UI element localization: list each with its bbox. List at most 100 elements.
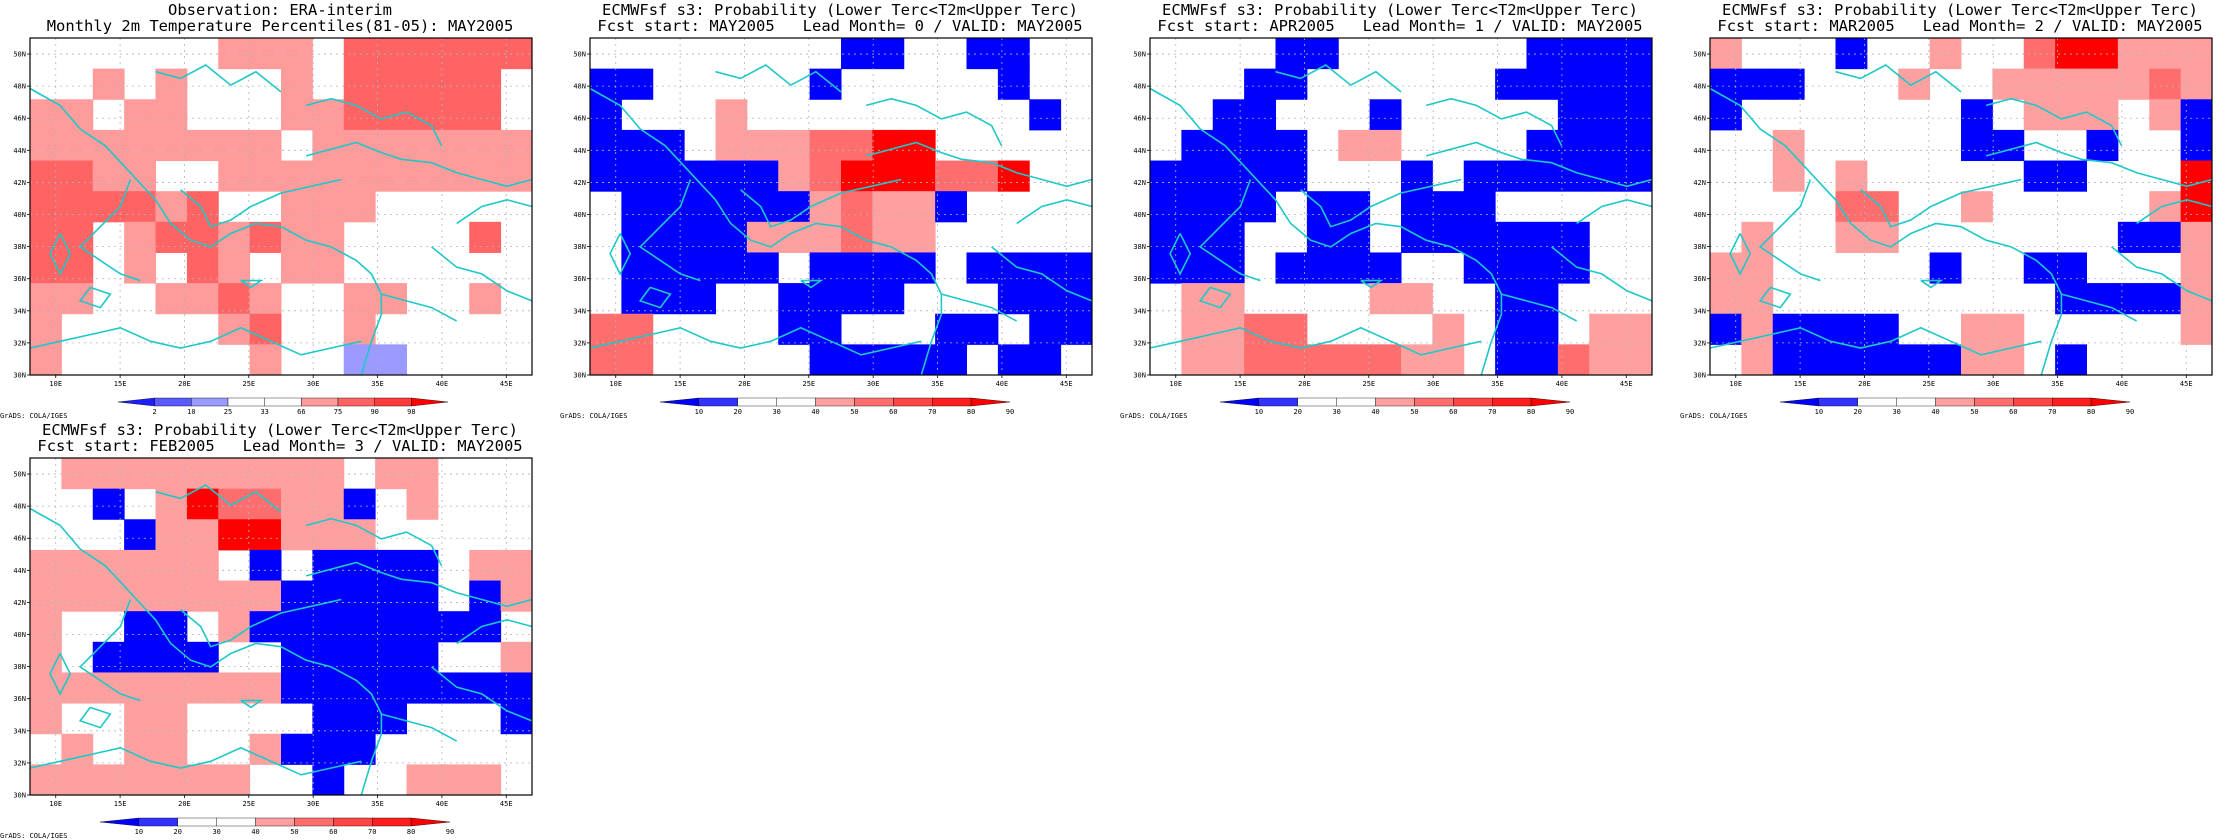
grid-cell <box>1275 313 1308 345</box>
grid-cell <box>935 344 967 376</box>
grid-cell <box>715 129 748 162</box>
axis-labels: 10E 15E 20E 25E 30E 35E 40E 45E 30N 32N 34N 36N 38N 4… <box>13 471 512 808</box>
coastline <box>1149 326 1482 356</box>
grid-cell <box>92 764 125 796</box>
grid-cell <box>30 764 62 796</box>
grid-cell <box>343 313 376 345</box>
grid-cell <box>1432 221 1465 253</box>
grid-cell <box>500 641 533 673</box>
grid-cell <box>343 703 376 735</box>
grid-cell <box>218 519 251 551</box>
grid-cell <box>469 549 502 582</box>
grid-cell <box>375 641 407 673</box>
grads-credit: GrADS: COLA/IGES <box>560 412 628 420</box>
grid-cell <box>343 283 376 315</box>
colorbar-label: 10 <box>187 408 195 416</box>
grid-cell <box>375 611 407 643</box>
colorbar-segment <box>337 397 375 407</box>
grid-cell <box>1401 344 1433 376</box>
grid-cell <box>1244 129 1276 162</box>
coastline <box>78 179 141 282</box>
grid-cell <box>997 283 1030 315</box>
grid-cell <box>469 283 502 315</box>
grid-cell <box>1495 344 1527 376</box>
grid-cell <box>621 68 654 100</box>
grid-cell <box>124 458 156 490</box>
colorbar-label: 80 <box>967 408 975 416</box>
lat-tick-label: 38N <box>1693 243 1706 251</box>
grid-cell <box>1866 191 1899 223</box>
grid-cell <box>30 129 62 162</box>
grid-cell <box>1772 160 1805 192</box>
grid-cell <box>1557 221 1590 253</box>
panel-title-line1: ECMWFsf s3: Probability (Lower Terc<T2m<… <box>42 421 518 439</box>
colorbar-label: 50 <box>290 828 298 836</box>
colorbar-label: 10 <box>1255 408 1263 416</box>
grid-cell <box>746 221 779 253</box>
coastline <box>715 64 842 93</box>
colorbar-label: 80 <box>1527 408 1535 416</box>
colorbar-label: 70 <box>1488 408 1496 416</box>
grid-cell <box>715 252 748 284</box>
grid-cell <box>469 38 502 70</box>
colorbar-segment <box>333 817 373 827</box>
colorbar-label: 90 <box>446 828 454 836</box>
lon-tick-label: 15E <box>674 380 687 388</box>
grid-cell <box>312 611 345 643</box>
grid-cell <box>1244 344 1276 376</box>
grid-cell <box>249 313 282 345</box>
lat-tick-label: 46N <box>1693 115 1706 123</box>
grid-cell <box>1306 191 1339 223</box>
lon-tick-label: 30E <box>307 800 320 808</box>
grads-credit: GrADS: COLA/IGES <box>0 412 68 420</box>
lon-tick-label: 25E <box>1922 380 1935 388</box>
lat-tick-label: 50N <box>573 51 586 59</box>
grid-cell <box>2117 38 2150 70</box>
axis-labels: 10E 15E 20E 25E 30E 35E 40E 45E 30N 32N 34N 36N 38N 4… <box>573 51 1072 388</box>
lat-tick-label: 44N <box>13 147 26 155</box>
grid-cells <box>30 38 533 376</box>
colorbar-label: 30 <box>1892 408 1900 416</box>
grid-cell <box>312 703 345 735</box>
grid-cell <box>343 641 376 673</box>
lat-tick-label: 36N <box>1693 275 1706 283</box>
grid-cell <box>1029 313 1062 345</box>
lon-tick-label: 10E <box>1169 380 1182 388</box>
panel-title-line2: Fcst start: MAR2005 Lead Month= 2 / VALI… <box>1717 17 2203 35</box>
grid-cell <box>1589 313 1622 345</box>
coastlines <box>29 64 533 376</box>
grid-cell <box>966 38 999 70</box>
grid-cell <box>281 733 313 765</box>
grid-cell <box>343 611 376 643</box>
grid-cell <box>343 68 376 100</box>
grid-cell <box>1401 221 1433 253</box>
colorbar-segment <box>372 817 412 827</box>
grid-cell <box>1710 99 1742 131</box>
colorbar-segment <box>1530 397 1571 407</box>
grid-cell <box>186 488 219 520</box>
grid-cell <box>155 733 188 765</box>
coastline <box>240 699 264 709</box>
colorbar-label: 60 <box>1449 408 1457 416</box>
grid-cell <box>684 283 716 315</box>
lon-tick-label: 20E <box>1298 380 1311 388</box>
colorbar: 2 10 25 33 66 75 90 98 <box>117 397 449 416</box>
colorbar-segment <box>1896 397 1936 407</box>
lat-tick-label: 30N <box>1133 372 1146 380</box>
grid-cell <box>2086 38 2119 70</box>
grid-cell <box>61 160 94 192</box>
grid-cell <box>1835 38 1868 70</box>
lon-tick-label: 15E <box>1794 380 1807 388</box>
grid-cell <box>1463 160 1496 192</box>
grid-cell <box>1212 283 1245 315</box>
grid-cell <box>2180 313 2213 345</box>
grid-cell <box>1835 344 1868 376</box>
grid-cell <box>218 764 251 796</box>
grid-cell <box>1961 99 1993 131</box>
grid-cell <box>186 519 219 551</box>
lat-tick-label: 36N <box>13 695 26 703</box>
grid-cell <box>903 160 936 192</box>
grid-cell <box>30 283 62 315</box>
grid-cell <box>1150 191 1182 223</box>
grid-cell <box>2023 99 2056 131</box>
